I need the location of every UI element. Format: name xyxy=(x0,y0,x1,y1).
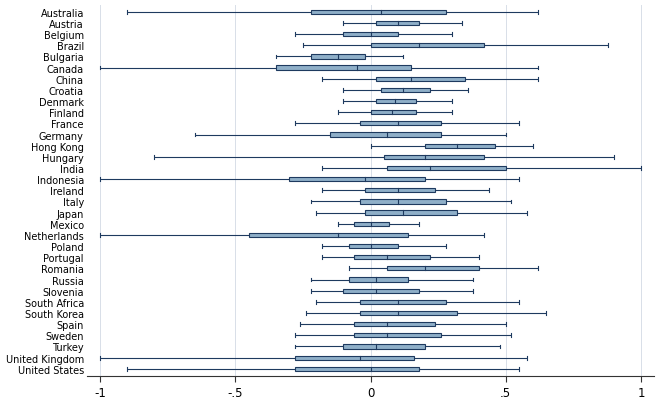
Bar xyxy=(376,77,465,82)
Bar xyxy=(354,256,430,260)
Bar xyxy=(360,311,457,315)
Bar xyxy=(343,345,424,349)
Bar xyxy=(311,55,365,60)
Bar xyxy=(381,89,430,93)
Bar xyxy=(354,333,441,338)
Bar xyxy=(370,44,484,48)
Bar xyxy=(311,11,446,15)
Bar xyxy=(360,122,441,126)
Bar xyxy=(289,177,424,182)
Bar xyxy=(276,66,411,70)
Bar xyxy=(295,356,414,360)
Bar xyxy=(365,211,457,215)
Bar xyxy=(384,156,484,160)
Bar xyxy=(387,166,506,171)
Bar xyxy=(360,200,446,204)
Bar xyxy=(376,22,419,26)
Bar xyxy=(354,322,436,326)
Bar xyxy=(349,278,409,282)
Bar xyxy=(343,289,419,293)
Bar xyxy=(370,111,416,115)
Bar xyxy=(330,133,441,137)
Bar xyxy=(365,189,436,193)
Bar xyxy=(249,233,409,237)
Bar xyxy=(387,266,478,271)
Bar xyxy=(376,100,416,104)
Bar xyxy=(360,300,446,304)
Bar xyxy=(424,144,495,148)
Bar xyxy=(343,33,397,37)
Bar xyxy=(354,222,389,226)
Bar xyxy=(295,367,419,371)
Bar xyxy=(349,244,397,249)
